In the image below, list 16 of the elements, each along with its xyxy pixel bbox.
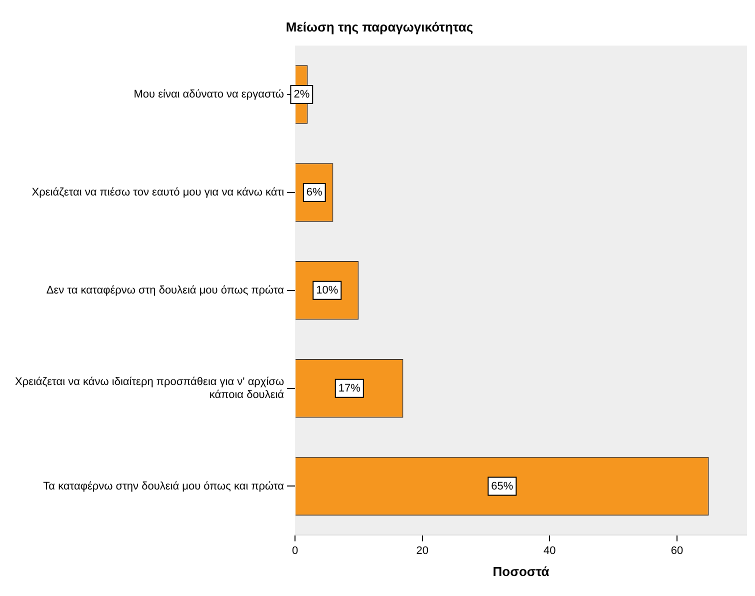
data-label: 65% (491, 480, 514, 492)
data-label: 17% (338, 382, 361, 394)
y-tick-label: Χρειάζεται να πιέσω τον εαυτό μου για να κάνω κάτι (32, 186, 285, 199)
y-tick-label: Τα καταφέρνω στην δουλειά μου όπως και πρώτα (43, 480, 285, 492)
x-axis-title: Ποσοστά (492, 564, 550, 579)
data-label: 2% (294, 88, 310, 101)
x-tick-label: 0 (292, 544, 298, 557)
y-tick-label: Δεν τα καταφέρνω στη δουλειά μου όπως πρώτα (46, 284, 285, 296)
y-tick-label: Χρειάζεται να κάνω ιδιαίτερη προσπάθεια για ν' αρχίσω κάποια δουλειά (14, 376, 285, 401)
data-label: 6% (306, 186, 323, 199)
data-label: 10% (316, 284, 338, 296)
y-tick-label: Μου είναι αδύνατο να εργαστώ (134, 88, 284, 101)
x-tick-label: 20 (416, 544, 428, 557)
chart-title: Μείωση της παραγωγικότητας (286, 19, 474, 34)
x-tick-label: 60 (670, 544, 684, 557)
x-tick-label: 40 (544, 544, 556, 557)
